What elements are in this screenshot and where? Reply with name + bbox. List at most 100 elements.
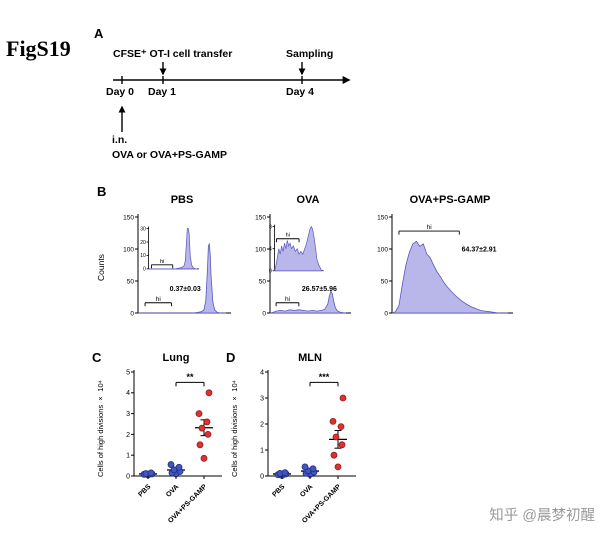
inset-tick-label: 30: [140, 226, 146, 232]
y-tick-label: 4: [260, 369, 264, 376]
y-tick-label: 0: [262, 310, 266, 317]
flow-title-ova: OVA: [296, 194, 320, 206]
y-tick-label: 150: [255, 214, 266, 221]
transfer-label: CFSE⁺ OT-I cell transfer: [113, 48, 233, 60]
watermark: 知乎 @晨梦初醒: [489, 508, 595, 524]
inset-curve: [274, 225, 323, 272]
y-tick-label: 2: [260, 421, 264, 428]
inset-tick-label: 20: [140, 240, 146, 246]
data-point: [175, 463, 183, 471]
y-tick-label: 4: [126, 390, 130, 397]
treatment-label: OVA or OVA+PS-GAMP: [112, 149, 228, 161]
data-point: [195, 410, 203, 417]
gate-label: hi: [285, 296, 290, 303]
histogram-curve: [269, 290, 347, 314]
lung-y-axis-label: Cells of high divisions × 10⁴: [96, 380, 105, 478]
inset-tick-label: 8: [269, 224, 272, 230]
x-tick-label: PBS: [137, 483, 152, 498]
gate-label: hi: [286, 233, 290, 239]
significance-label: **: [186, 372, 194, 382]
data-point: [337, 423, 345, 430]
data-point: [196, 441, 204, 449]
flow-title-pbs: PBS: [170, 194, 194, 206]
data-point: [281, 469, 289, 477]
inset-tick-label: 0: [269, 269, 272, 275]
data-point: [329, 418, 337, 425]
ova-psgamp-histogram: 0 50 100 150 hi 64.37±2.91: [377, 214, 513, 317]
inset-tick-label: 0: [143, 267, 146, 273]
data-point: [200, 454, 208, 462]
y-tick-label: 0: [384, 310, 388, 317]
data-point: [147, 469, 155, 477]
y-tick-label: 2: [126, 432, 130, 439]
data-point: [330, 451, 338, 459]
histogram-curve: [391, 240, 508, 314]
counts-axis-label: Counts: [96, 254, 106, 282]
y-tick-label: 50: [381, 278, 389, 285]
y-tick-label: 0: [130, 310, 134, 317]
x-tick-label: OVA: [165, 483, 180, 498]
y-tick-label: 100: [255, 246, 266, 253]
data-point: [339, 394, 347, 402]
y-tick-label: 1: [126, 453, 130, 460]
lung-title: Lung: [162, 352, 190, 364]
y-tick-label: 0: [260, 473, 264, 480]
day4-label: Day 4: [286, 86, 315, 98]
gate-value: 26.57±5.96: [302, 286, 337, 293]
y-tick-label: 100: [123, 246, 134, 253]
flow-plot-ova-psgamp: OVA+PS-GAMP 0 50 100 150 hi 64.37±2.91: [366, 194, 514, 334]
gate-value: 64.37±2.91: [462, 247, 497, 254]
route-label: i.n.: [112, 134, 128, 146]
data-point: [198, 424, 206, 432]
gate-label: hi: [156, 296, 161, 303]
day1-label: Day 1: [148, 86, 177, 98]
flow-plot-pbs: PBS 0 50 100 150 hi 0.37±0.03 0 10 20 30 hi: [112, 194, 232, 334]
data-point: [332, 433, 340, 441]
panel-d-label: D: [226, 350, 236, 365]
y-tick-label: 0: [126, 473, 130, 480]
gate-label: hi: [427, 224, 432, 231]
panel-a-label: A: [94, 26, 104, 41]
x-tick-label: OVA: [299, 483, 314, 498]
gate-value: 0.37±0.03: [170, 286, 201, 293]
day0-label: Day 0: [106, 86, 135, 98]
data-point: [167, 461, 175, 468]
gate-label: hi: [160, 259, 164, 265]
y-tick-label: 1: [260, 447, 264, 454]
y-tick-label: 150: [377, 214, 388, 221]
pbs-histogram: 0 50 100 150 hi 0.37±0.03 0 10 20 30 hi: [123, 214, 231, 317]
dosing-arrow-diagram: [118, 105, 126, 132]
sampling-label: Sampling: [286, 48, 334, 60]
data-point: [205, 389, 213, 397]
significance-label: ***: [319, 372, 330, 382]
flow-title-ova-psgamp: OVA+PS-GAMP: [409, 194, 491, 206]
y-tick-label: 100: [377, 246, 388, 253]
data-point: [309, 465, 317, 473]
lung-plot-panel: Lung Cells of high divisions × 10⁴ 0 1 2 3 4…: [96, 352, 236, 530]
y-tick-label: 3: [126, 411, 130, 418]
y-tick-label: 3: [260, 395, 264, 402]
inset-tick-label: 10: [140, 253, 146, 259]
mln-plot-panel: MLN Cells of high divisions × 10⁴ 0 1 2 3 4 P…: [230, 352, 370, 530]
panel-c-label: C: [92, 350, 102, 365]
inset-curve: [148, 228, 197, 270]
data-point: [338, 441, 346, 449]
data-point: [301, 463, 309, 471]
data-point: [203, 418, 211, 426]
data-point: [334, 463, 342, 471]
x-tick-label: PBS: [271, 483, 286, 498]
timeline-diagram: [113, 62, 351, 84]
inset-tick-label: 4: [269, 246, 272, 252]
y-tick-label: 50: [259, 278, 267, 285]
figure-label: FigS19: [6, 36, 71, 61]
data-point: [204, 431, 212, 438]
y-tick-label: 5: [126, 369, 130, 376]
y-tick-label: 150: [123, 214, 134, 221]
histogram-curve: [138, 242, 226, 314]
panel-b-label: B: [97, 184, 107, 199]
flow-plot-ova: OVA 0 50 100 150 hi 26.57±5.96 0 4 8 hi: [244, 194, 352, 334]
